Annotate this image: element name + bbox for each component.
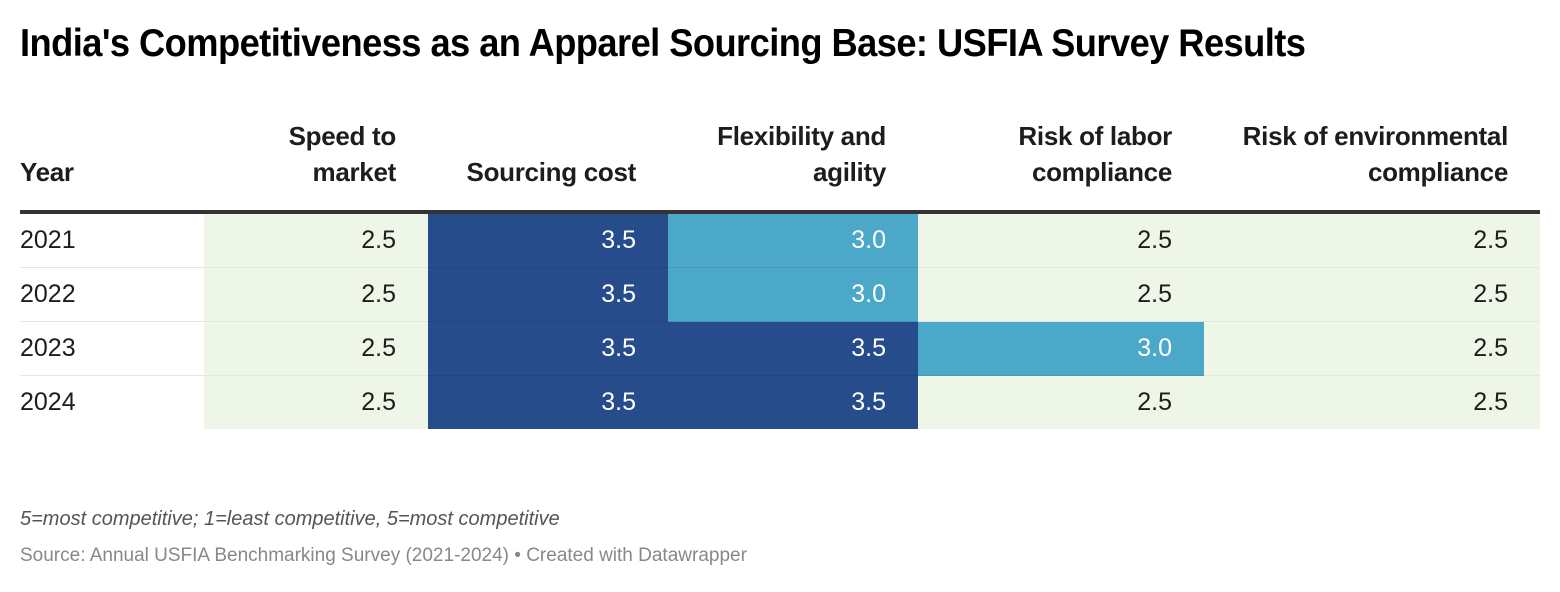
cell-sourcing-cost: 3.5 [428,321,668,376]
table-row: 2024 2.5 3.5 3.5 2.5 2.5 [20,375,1540,429]
cell-speed-to-market: 2.5 [204,212,428,268]
cell-labor-compliance: 3.0 [918,321,1204,376]
cell-environmental-compliance: 2.5 [1204,321,1540,376]
column-header-sourcing-cost[interactable]: Sourcing cost [428,118,668,214]
year-cell: 2022 [20,267,204,322]
cell-labor-compliance: 2.5 [918,212,1204,268]
cell-sourcing-cost: 3.5 [428,267,668,322]
year-cell: 2023 [20,321,204,376]
cell-environmental-compliance: 2.5 [1204,375,1540,429]
table-row: 2022 2.5 3.5 3.0 2.5 2.5 [20,267,1540,322]
table-row: 2023 2.5 3.5 3.5 3.0 2.5 [20,321,1540,376]
cell-flexibility: 3.5 [668,321,918,376]
cell-sourcing-cost: 3.5 [428,375,668,429]
cell-environmental-compliance: 2.5 [1204,267,1540,322]
column-header-labor-compliance[interactable]: Risk of labor compliance [918,118,1204,214]
cell-speed-to-market: 2.5 [204,321,428,376]
cell-labor-compliance: 2.5 [918,375,1204,429]
year-cell: 2024 [20,375,204,429]
year-cell: 2021 [20,212,204,268]
cell-labor-compliance: 2.5 [918,267,1204,322]
table-row: 2021 2.5 3.5 3.0 2.5 2.5 [20,212,1540,268]
cell-speed-to-market: 2.5 [204,375,428,429]
header-row: Year Speed to market Sourcing cost Flexi… [20,118,1540,214]
column-header-speed-to-market[interactable]: Speed to market [204,118,428,214]
column-header-year[interactable]: Year [20,118,204,214]
source-credit: Source: Annual USFIA Benchmarking Survey… [20,545,747,566]
cell-environmental-compliance: 2.5 [1204,212,1540,268]
cell-speed-to-market: 2.5 [204,267,428,322]
cell-flexibility: 3.0 [668,267,918,322]
column-header-flexibility[interactable]: Flexibility and agility [668,118,918,214]
data-table: Year Speed to market Sourcing cost Flexi… [20,118,1540,429]
cell-flexibility: 3.5 [668,375,918,429]
column-header-environmental-compliance[interactable]: Risk of environmental compliance [1204,118,1540,214]
chart-title: India's Competitiveness as an Apparel So… [20,22,1306,65]
cell-sourcing-cost: 3.5 [428,212,668,268]
cell-flexibility: 3.0 [668,212,918,268]
scale-note: 5=most competitive; 1=least competitive,… [20,508,560,530]
